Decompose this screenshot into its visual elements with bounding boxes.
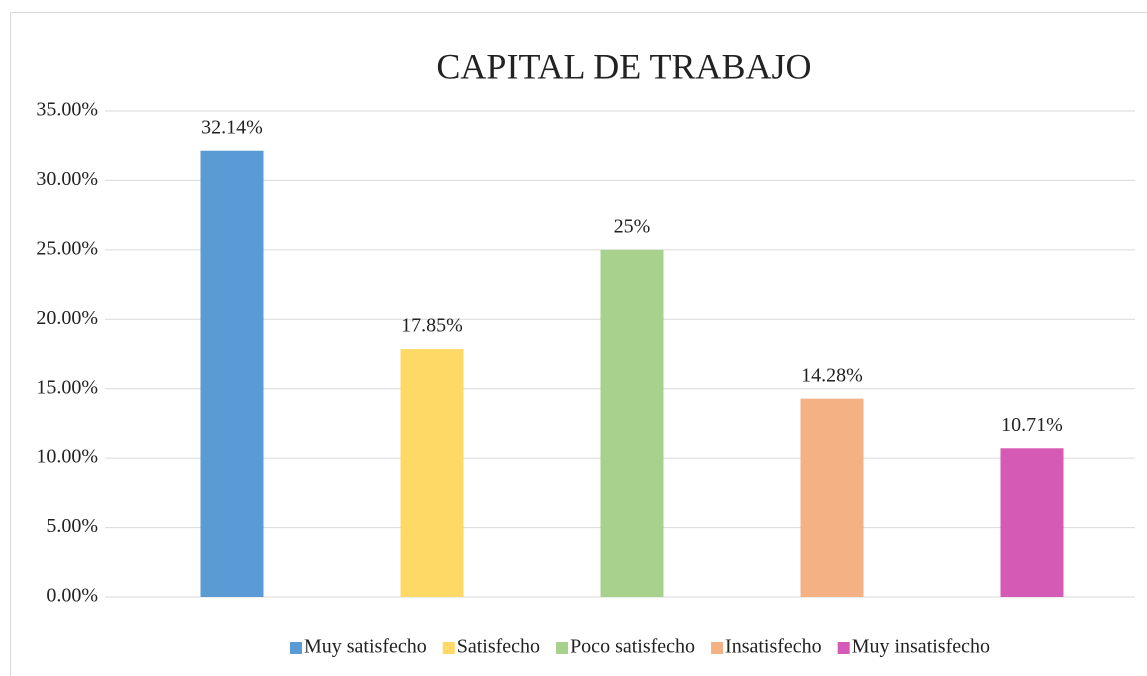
- bar: [400, 349, 464, 597]
- legend-swatch: [837, 642, 850, 654]
- legend-swatch: [556, 642, 569, 654]
- data-label: 25%: [614, 215, 651, 237]
- legend-label: Muy satisfecho: [304, 636, 427, 658]
- y-tick-label: 35.00%: [36, 99, 98, 121]
- y-tick-label: 25.00%: [36, 237, 98, 259]
- legend-label: Muy insatisfecho: [852, 636, 990, 658]
- data-label: 32.14%: [201, 116, 263, 138]
- bar: [1000, 448, 1064, 597]
- legend-swatch: [442, 642, 455, 654]
- chart-frame: [10, 12, 1147, 676]
- legend-label: Satisfecho: [457, 636, 540, 658]
- bar: [600, 249, 664, 597]
- data-label: 17.85%: [401, 315, 463, 337]
- legend-swatch: [711, 642, 724, 654]
- y-tick-label: 5.00%: [46, 515, 98, 537]
- data-label: 14.28%: [801, 364, 863, 386]
- bar: [800, 398, 864, 597]
- y-tick-label: 0.00%: [46, 585, 98, 607]
- y-tick-label: 15.00%: [36, 376, 98, 398]
- chart-title: CAPITAL DE TRABAJO: [436, 46, 811, 86]
- y-tick-label: 20.00%: [36, 307, 98, 329]
- data-label: 10.71%: [1001, 414, 1063, 436]
- bar: [200, 150, 264, 598]
- legend-label: Insatisfecho: [725, 636, 822, 658]
- y-tick-label: 30.00%: [36, 168, 98, 190]
- legend-swatch: [289, 642, 302, 654]
- y-tick-label: 10.00%: [36, 446, 98, 468]
- legend-label: Poco satisfecho: [570, 636, 695, 658]
